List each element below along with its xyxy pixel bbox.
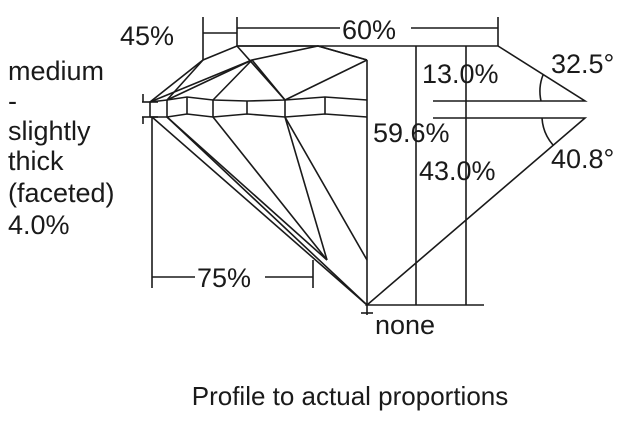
crown-facets (149, 45, 368, 103)
crown-height-label: 45% (120, 21, 174, 51)
total-depth-label: 59.6% (373, 118, 450, 148)
girdle-label-5: (faceted) (8, 178, 115, 208)
pavilion-angle-label: 40.8° (551, 144, 614, 174)
girdle-label-2: - (8, 86, 17, 116)
girdle-label-6: 4.0% (8, 210, 70, 240)
girdle-label-4: thick (8, 146, 64, 176)
girdle (142, 94, 368, 124)
culet-label: none (375, 310, 435, 340)
crown-height-ratio-label: 13.0% (422, 59, 499, 89)
lower-half-label: 75% (197, 263, 251, 293)
proportion-outline (237, 45, 588, 306)
caption: Profile to actual proportions (192, 381, 509, 411)
dimension-lines (151, 17, 499, 288)
girdle-label-3: slightly (8, 116, 91, 146)
pavilion-depth-label: 43.0% (419, 156, 496, 186)
pavilion-facets (151, 60, 373, 315)
girdle-label-1: medium (8, 56, 104, 86)
crown-angle-label: 32.5° (551, 49, 614, 79)
table-label: 60% (342, 15, 396, 45)
